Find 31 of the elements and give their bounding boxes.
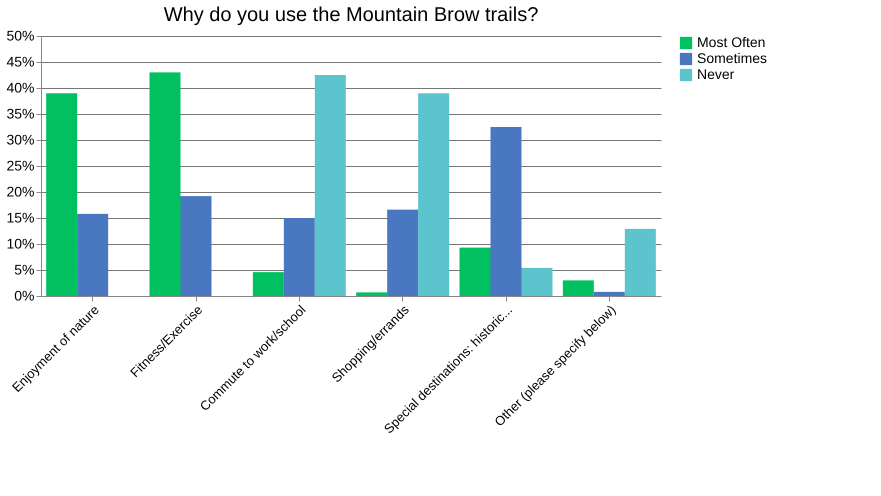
bar xyxy=(150,72,180,296)
bar xyxy=(180,196,212,296)
bar xyxy=(594,292,625,296)
legend-label: Never xyxy=(697,66,735,82)
legend-label: Most Often xyxy=(697,34,766,50)
y-tick-label: 15% xyxy=(6,210,34,226)
y-tick-label: 0% xyxy=(14,288,34,304)
y-tick-label: 30% xyxy=(6,132,34,148)
y-tick-label: 45% xyxy=(6,54,34,70)
bar xyxy=(356,292,388,296)
bar xyxy=(624,228,656,296)
bar xyxy=(562,280,594,296)
y-tick-label: 10% xyxy=(6,236,34,252)
bar xyxy=(418,93,450,296)
chart-title: Why do you use the Mountain Brow trails? xyxy=(164,4,538,26)
bar xyxy=(252,272,284,296)
bar xyxy=(77,214,108,296)
bar xyxy=(46,93,78,296)
bar xyxy=(387,210,418,296)
legend-label: Sometimes xyxy=(697,50,768,66)
y-tick-label: 5% xyxy=(14,262,34,278)
y-tick-label: 40% xyxy=(6,80,34,96)
bar xyxy=(314,75,346,296)
y-tick-label: 35% xyxy=(6,106,34,122)
bar xyxy=(284,218,315,296)
y-tick-label: 25% xyxy=(6,158,34,174)
bar xyxy=(522,268,552,296)
bar xyxy=(490,127,522,296)
y-tick-label: 50% xyxy=(6,28,34,44)
y-tick-label: 20% xyxy=(6,184,34,200)
bar xyxy=(460,248,490,296)
